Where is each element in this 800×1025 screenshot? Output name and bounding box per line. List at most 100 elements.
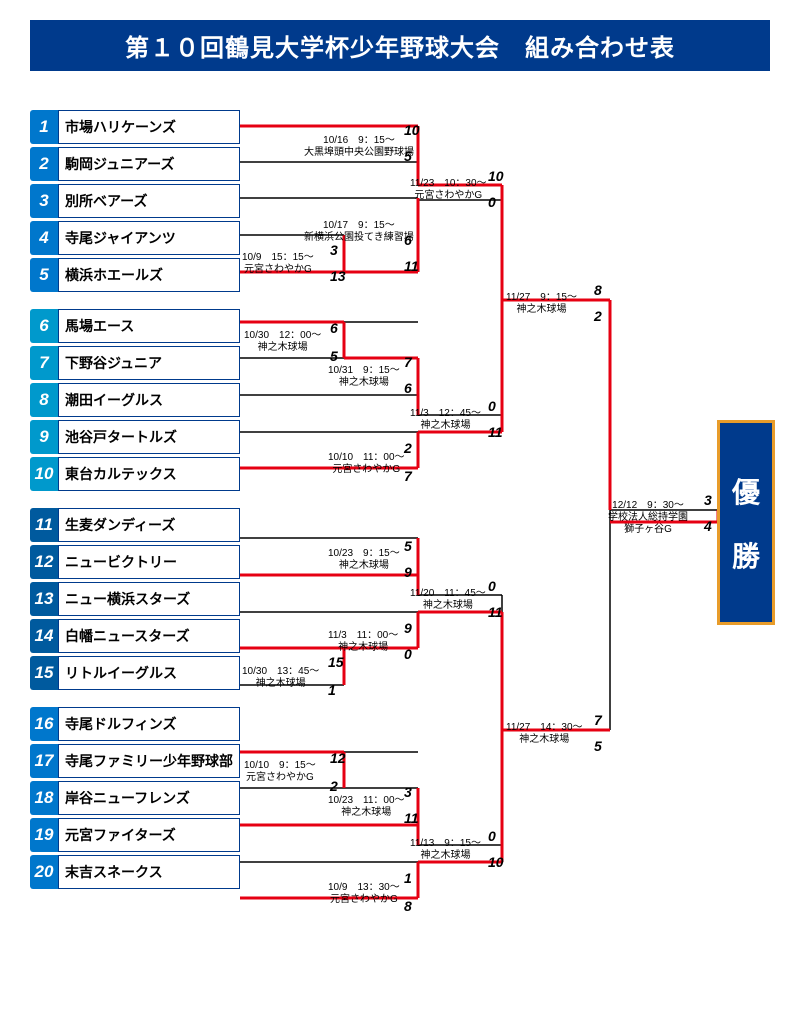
score: 0 bbox=[404, 646, 412, 662]
match-info: 10/10 9：15～元宮さわやかG bbox=[244, 760, 316, 784]
score: 6 bbox=[330, 320, 338, 336]
team-row: 8潮田イーグルス bbox=[30, 383, 240, 417]
team-name: 寺尾ジャイアンツ bbox=[58, 221, 240, 255]
score: 11 bbox=[404, 258, 419, 274]
team-number: 12 bbox=[30, 545, 58, 579]
champion-label-2: 勝 bbox=[732, 535, 760, 575]
score: 2 bbox=[594, 308, 602, 324]
team-number: 9 bbox=[30, 420, 58, 454]
team-number: 18 bbox=[30, 781, 58, 815]
team-row: 3別所ベアーズ bbox=[30, 184, 240, 218]
score: 2 bbox=[404, 440, 412, 456]
score: 4 bbox=[704, 518, 712, 534]
score: 10 bbox=[404, 122, 420, 138]
match-info: 10/23 11：00～神之木球場 bbox=[328, 795, 405, 819]
team-name: 生麦ダンディーズ bbox=[58, 508, 240, 542]
match-info: 10/23 9：15～神之木球場 bbox=[328, 548, 400, 572]
team-number: 5 bbox=[30, 258, 58, 292]
score: 0 bbox=[488, 828, 496, 844]
team-row: 2駒岡ジュニアーズ bbox=[30, 147, 240, 181]
match-info: 10/9 13：30～元宮さわやかG bbox=[328, 882, 400, 906]
team-name: 横浜ホエールズ bbox=[58, 258, 240, 292]
score: 9 bbox=[404, 564, 412, 580]
team-row: 15リトルイーグルス bbox=[30, 656, 240, 690]
team-row: 1市場ハリケーンズ bbox=[30, 110, 240, 144]
score: 1 bbox=[404, 870, 412, 886]
match-info: 11/3 11：00～神之木球場 bbox=[328, 630, 398, 654]
match-info: 11/27 9：15～神之木球場 bbox=[506, 292, 577, 316]
team-name: ニュー横浜スターズ bbox=[58, 582, 240, 616]
team-name: 元宮ファイターズ bbox=[58, 818, 240, 852]
team-row: 12ニュービクトリー bbox=[30, 545, 240, 579]
team-number: 17 bbox=[30, 744, 58, 778]
match-info: 11/23 10：30～元宮さわやかG bbox=[410, 178, 487, 202]
team-row: 14白幡ニュースターズ bbox=[30, 619, 240, 653]
champion-box: 優 勝 bbox=[717, 420, 775, 625]
team-list: 1市場ハリケーンズ2駒岡ジュニアーズ3別所ベアーズ4寺尾ジャイアンツ5横浜ホエー… bbox=[30, 110, 240, 892]
team-number: 2 bbox=[30, 147, 58, 181]
team-row: 5横浜ホエールズ bbox=[30, 258, 240, 292]
score: 2 bbox=[330, 778, 338, 794]
team-number: 14 bbox=[30, 619, 58, 653]
score: 5 bbox=[404, 538, 412, 554]
team-number: 10 bbox=[30, 457, 58, 491]
score: 8 bbox=[404, 898, 412, 914]
score: 10 bbox=[488, 168, 504, 184]
team-number: 1 bbox=[30, 110, 58, 144]
score: 7 bbox=[404, 468, 412, 484]
score: 6 bbox=[404, 232, 412, 248]
team-name: 馬場エース bbox=[58, 309, 240, 343]
score: 11 bbox=[488, 604, 503, 620]
team-row: 13ニュー横浜スターズ bbox=[30, 582, 240, 616]
team-row: 6馬場エース bbox=[30, 309, 240, 343]
match-info: 10/17 9：15～新横浜公園投てき練習場 bbox=[304, 220, 414, 244]
score: 5 bbox=[330, 348, 338, 364]
team-name: 末吉スネークス bbox=[58, 855, 240, 889]
team-row: 20末吉スネークス bbox=[30, 855, 240, 889]
team-number: 19 bbox=[30, 818, 58, 852]
team-number: 3 bbox=[30, 184, 58, 218]
team-row: 4寺尾ジャイアンツ bbox=[30, 221, 240, 255]
team-number: 11 bbox=[30, 508, 58, 542]
match-info: 10/16 9：15～大黒埠頭中央公園野球場 bbox=[304, 135, 414, 159]
match-info: 12/12 9：30～学校法人総持学園獅子ヶ谷G bbox=[608, 500, 688, 536]
team-row: 19元宮ファイターズ bbox=[30, 818, 240, 852]
score: 0 bbox=[488, 194, 496, 210]
team-number: 7 bbox=[30, 346, 58, 380]
match-info: 10/10 11：00～元宮さわやかG bbox=[328, 452, 405, 476]
team-name: リトルイーグルス bbox=[58, 656, 240, 690]
team-name: 駒岡ジュニアーズ bbox=[58, 147, 240, 181]
score: 12 bbox=[330, 750, 346, 766]
team-row: 11生麦ダンディーズ bbox=[30, 508, 240, 542]
match-info: 11/3 12：45～神之木球場 bbox=[410, 408, 481, 432]
team-number: 13 bbox=[30, 582, 58, 616]
score: 5 bbox=[404, 148, 412, 164]
match-info: 11/20 11：45～神之木球場 bbox=[410, 588, 486, 612]
team-row: 9池谷戸タートルズ bbox=[30, 420, 240, 454]
team-row: 18岸谷ニューフレンズ bbox=[30, 781, 240, 815]
title-bar: 第１０回鶴見大学杯少年野球大会 組み合わせ表 bbox=[30, 20, 770, 71]
score: 1 bbox=[328, 682, 336, 698]
team-name: 市場ハリケーンズ bbox=[58, 110, 240, 144]
team-name: 下野谷ジュニア bbox=[58, 346, 240, 380]
match-info: 10/9 15：15～元宮さわやかG bbox=[242, 252, 314, 276]
champion-label-1: 優 bbox=[732, 471, 760, 511]
team-row: 17寺尾ファミリー少年野球部 bbox=[30, 744, 240, 778]
team-name: 別所ベアーズ bbox=[58, 184, 240, 218]
score: 0 bbox=[488, 578, 496, 594]
match-info: 10/30 12：00～神之木球場 bbox=[244, 330, 321, 354]
score: 11 bbox=[488, 424, 503, 440]
team-row: 10東台カルテックス bbox=[30, 457, 240, 491]
score: 10 bbox=[488, 854, 504, 870]
team-number: 16 bbox=[30, 707, 58, 741]
score: 6 bbox=[404, 380, 412, 396]
team-name: 寺尾ファミリー少年野球部 bbox=[58, 744, 240, 778]
team-name: 潮田イーグルス bbox=[58, 383, 240, 417]
team-name: 白幡ニュースターズ bbox=[58, 619, 240, 653]
team-number: 20 bbox=[30, 855, 58, 889]
team-number: 8 bbox=[30, 383, 58, 417]
team-name: ニュービクトリー bbox=[58, 545, 240, 579]
score: 3 bbox=[404, 784, 412, 800]
score: 5 bbox=[594, 738, 602, 754]
match-info: 10/30 13：45～神之木球場 bbox=[242, 666, 319, 690]
